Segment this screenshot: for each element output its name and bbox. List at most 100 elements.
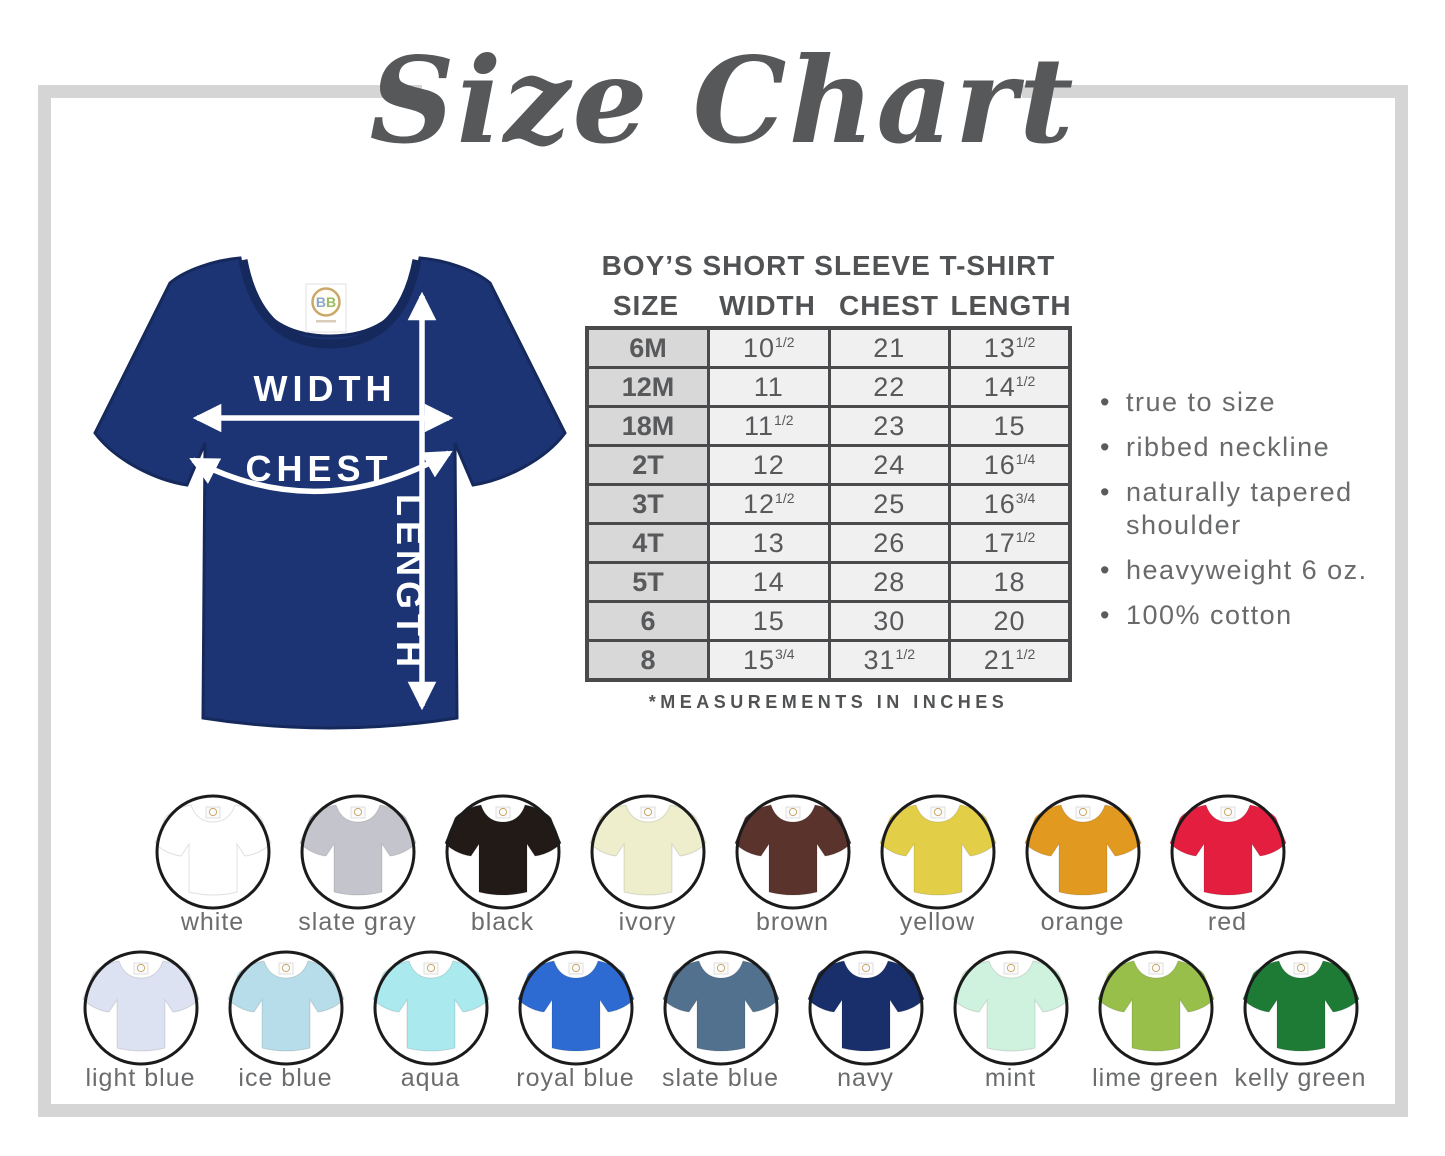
value-cell: 211/2 [948, 639, 1072, 682]
swatch-ring [590, 794, 705, 910]
mini-neck-tag [858, 962, 873, 975]
swatch-label: ivory [618, 908, 677, 936]
swatch-label: ice blue [238, 1064, 333, 1092]
size-cell: 6M [585, 326, 710, 369]
tag-logo-text: BB [316, 294, 336, 310]
page-title: Size Chart [369, 31, 1076, 170]
swatch-ring [518, 950, 633, 1066]
table-row: 6M 101/2 21 131/2 [585, 326, 1072, 369]
tshirt-swatch-icon [226, 950, 345, 1066]
feature-text: naturally tapered shoulder [1126, 476, 1353, 541]
feature-text: heavyweight 6 oz. [1126, 555, 1368, 585]
mini-neck-tag [495, 806, 510, 819]
color-swatch-brown: brown [720, 792, 865, 937]
value-cell: 163/4 [948, 483, 1072, 525]
swatch-ring [155, 794, 270, 910]
feature-item: • ribbed neckline [1100, 431, 1412, 465]
feature-text: ribbed neckline [1126, 431, 1331, 462]
title-background [422, 78, 1022, 106]
product-heading: BOY’S SHORT SLEEVE T-SHIRT [601, 250, 1056, 281]
swatch-ring [880, 794, 995, 910]
table-row: 2T 12 24 161/4 [585, 444, 1072, 486]
swatch-ring [808, 950, 923, 1066]
mini-neck-tag [350, 806, 365, 819]
table-row: 3T 121/2 25 163/4 [585, 483, 1072, 525]
size-table-column-headers: SIZE WIDTH CHEST LENGTH [585, 290, 1072, 322]
bullet-icon: • [1100, 599, 1111, 630]
chest-label: CHEST [245, 448, 392, 489]
size-cell: 6 [585, 600, 710, 642]
value-cell: 15 [707, 600, 831, 642]
tshirt-swatch-icon [806, 950, 925, 1066]
swatch-ring [663, 950, 778, 1066]
color-swatch-mint: mint [938, 948, 1083, 1093]
swatch-label: red [1207, 908, 1248, 936]
feature-item: • true to size [1100, 386, 1412, 420]
value-cell: 14 [707, 561, 831, 603]
value-cell: 22 [827, 366, 951, 408]
swatch-ring [1025, 794, 1140, 910]
color-swatch-ivory: ivory [575, 792, 720, 937]
mini-neck-tag [713, 962, 728, 975]
tshirt-swatch-icon [81, 950, 200, 1066]
size-cell: 8 [585, 639, 710, 682]
length-label: LENGTH [389, 494, 430, 672]
value-cell: 12 [707, 444, 831, 486]
value-cell: 311/2 [827, 639, 951, 682]
swatch-label: black [470, 908, 535, 936]
tshirt-swatch-icon [1096, 950, 1215, 1066]
mini-neck-tag [1003, 962, 1018, 975]
color-swatch-ice-blue: ice blue [213, 948, 358, 1093]
swatch-ring [228, 950, 343, 1066]
swatch-ring [1098, 950, 1213, 1066]
color-swatch-slate-gray: slate gray [285, 792, 430, 937]
size-cell: 3T [585, 483, 710, 525]
mini-neck-tag [640, 806, 655, 819]
table-row: 18M 111/2 23 15 [585, 405, 1072, 447]
color-swatch-slate-blue: slate blue [648, 948, 793, 1093]
color-swatch-light-blue: light blue [68, 948, 213, 1093]
swatch-label: slate blue [661, 1064, 780, 1092]
tshirt-swatch-icon [1241, 950, 1360, 1066]
swatch-label: mint [984, 1064, 1037, 1092]
mini-neck-tag [1293, 962, 1308, 975]
feature-item: • naturally tapered shoulder [1100, 476, 1412, 544]
color-swatch-black: black [430, 792, 575, 937]
value-cell: 26 [827, 522, 951, 564]
size-cell: 4T [585, 522, 710, 564]
mini-neck-tag [785, 806, 800, 819]
decorative-frame [38, 85, 1408, 1117]
value-cell: 111/2 [707, 405, 831, 447]
mini-neck-tag [278, 962, 293, 975]
mini-neck-tag [423, 962, 438, 975]
tshirt-swatch-icon [371, 950, 490, 1066]
value-cell: 171/2 [948, 522, 1072, 564]
color-swatch-red: red [1155, 792, 1300, 937]
value-cell: 153/4 [707, 639, 831, 682]
bullet-icon: • [1100, 476, 1111, 507]
tshirt-swatch-icon [1023, 794, 1142, 910]
feature-item: • 100% cotton [1100, 599, 1412, 633]
feature-list: • true to size • ribbed neckline • naturally … [1100, 386, 1412, 644]
mini-neck-tag [1220, 806, 1235, 819]
color-swatch-white: white [140, 792, 285, 937]
tshirt-swatch-icon [951, 950, 1070, 1066]
value-cell: 131/2 [948, 326, 1072, 369]
tshirt-swatch-icon [733, 794, 852, 910]
tshirt-swatch-icon [516, 950, 635, 1066]
swatch-ring [300, 794, 415, 910]
width-label: WIDTH [254, 368, 397, 409]
tshirt-swatch-icon [661, 950, 780, 1066]
column-header: LENGTH [950, 290, 1072, 321]
table-row: 4T 13 26 171/2 [585, 522, 1072, 564]
tshirt-swatch-icon [153, 794, 272, 910]
mini-neck-tag [205, 806, 220, 819]
tshirt-illustration: BB WIDTH CHEST LENGTH [93, 256, 567, 730]
value-cell: 20 [948, 600, 1072, 642]
tshirt-swatch-icon [298, 794, 417, 910]
bullet-icon: • [1100, 431, 1111, 462]
bullet-icon: • [1100, 387, 1111, 417]
color-swatch-row-2: light blue ice blue aqua [68, 948, 1373, 1093]
value-cell: 23 [827, 405, 951, 447]
